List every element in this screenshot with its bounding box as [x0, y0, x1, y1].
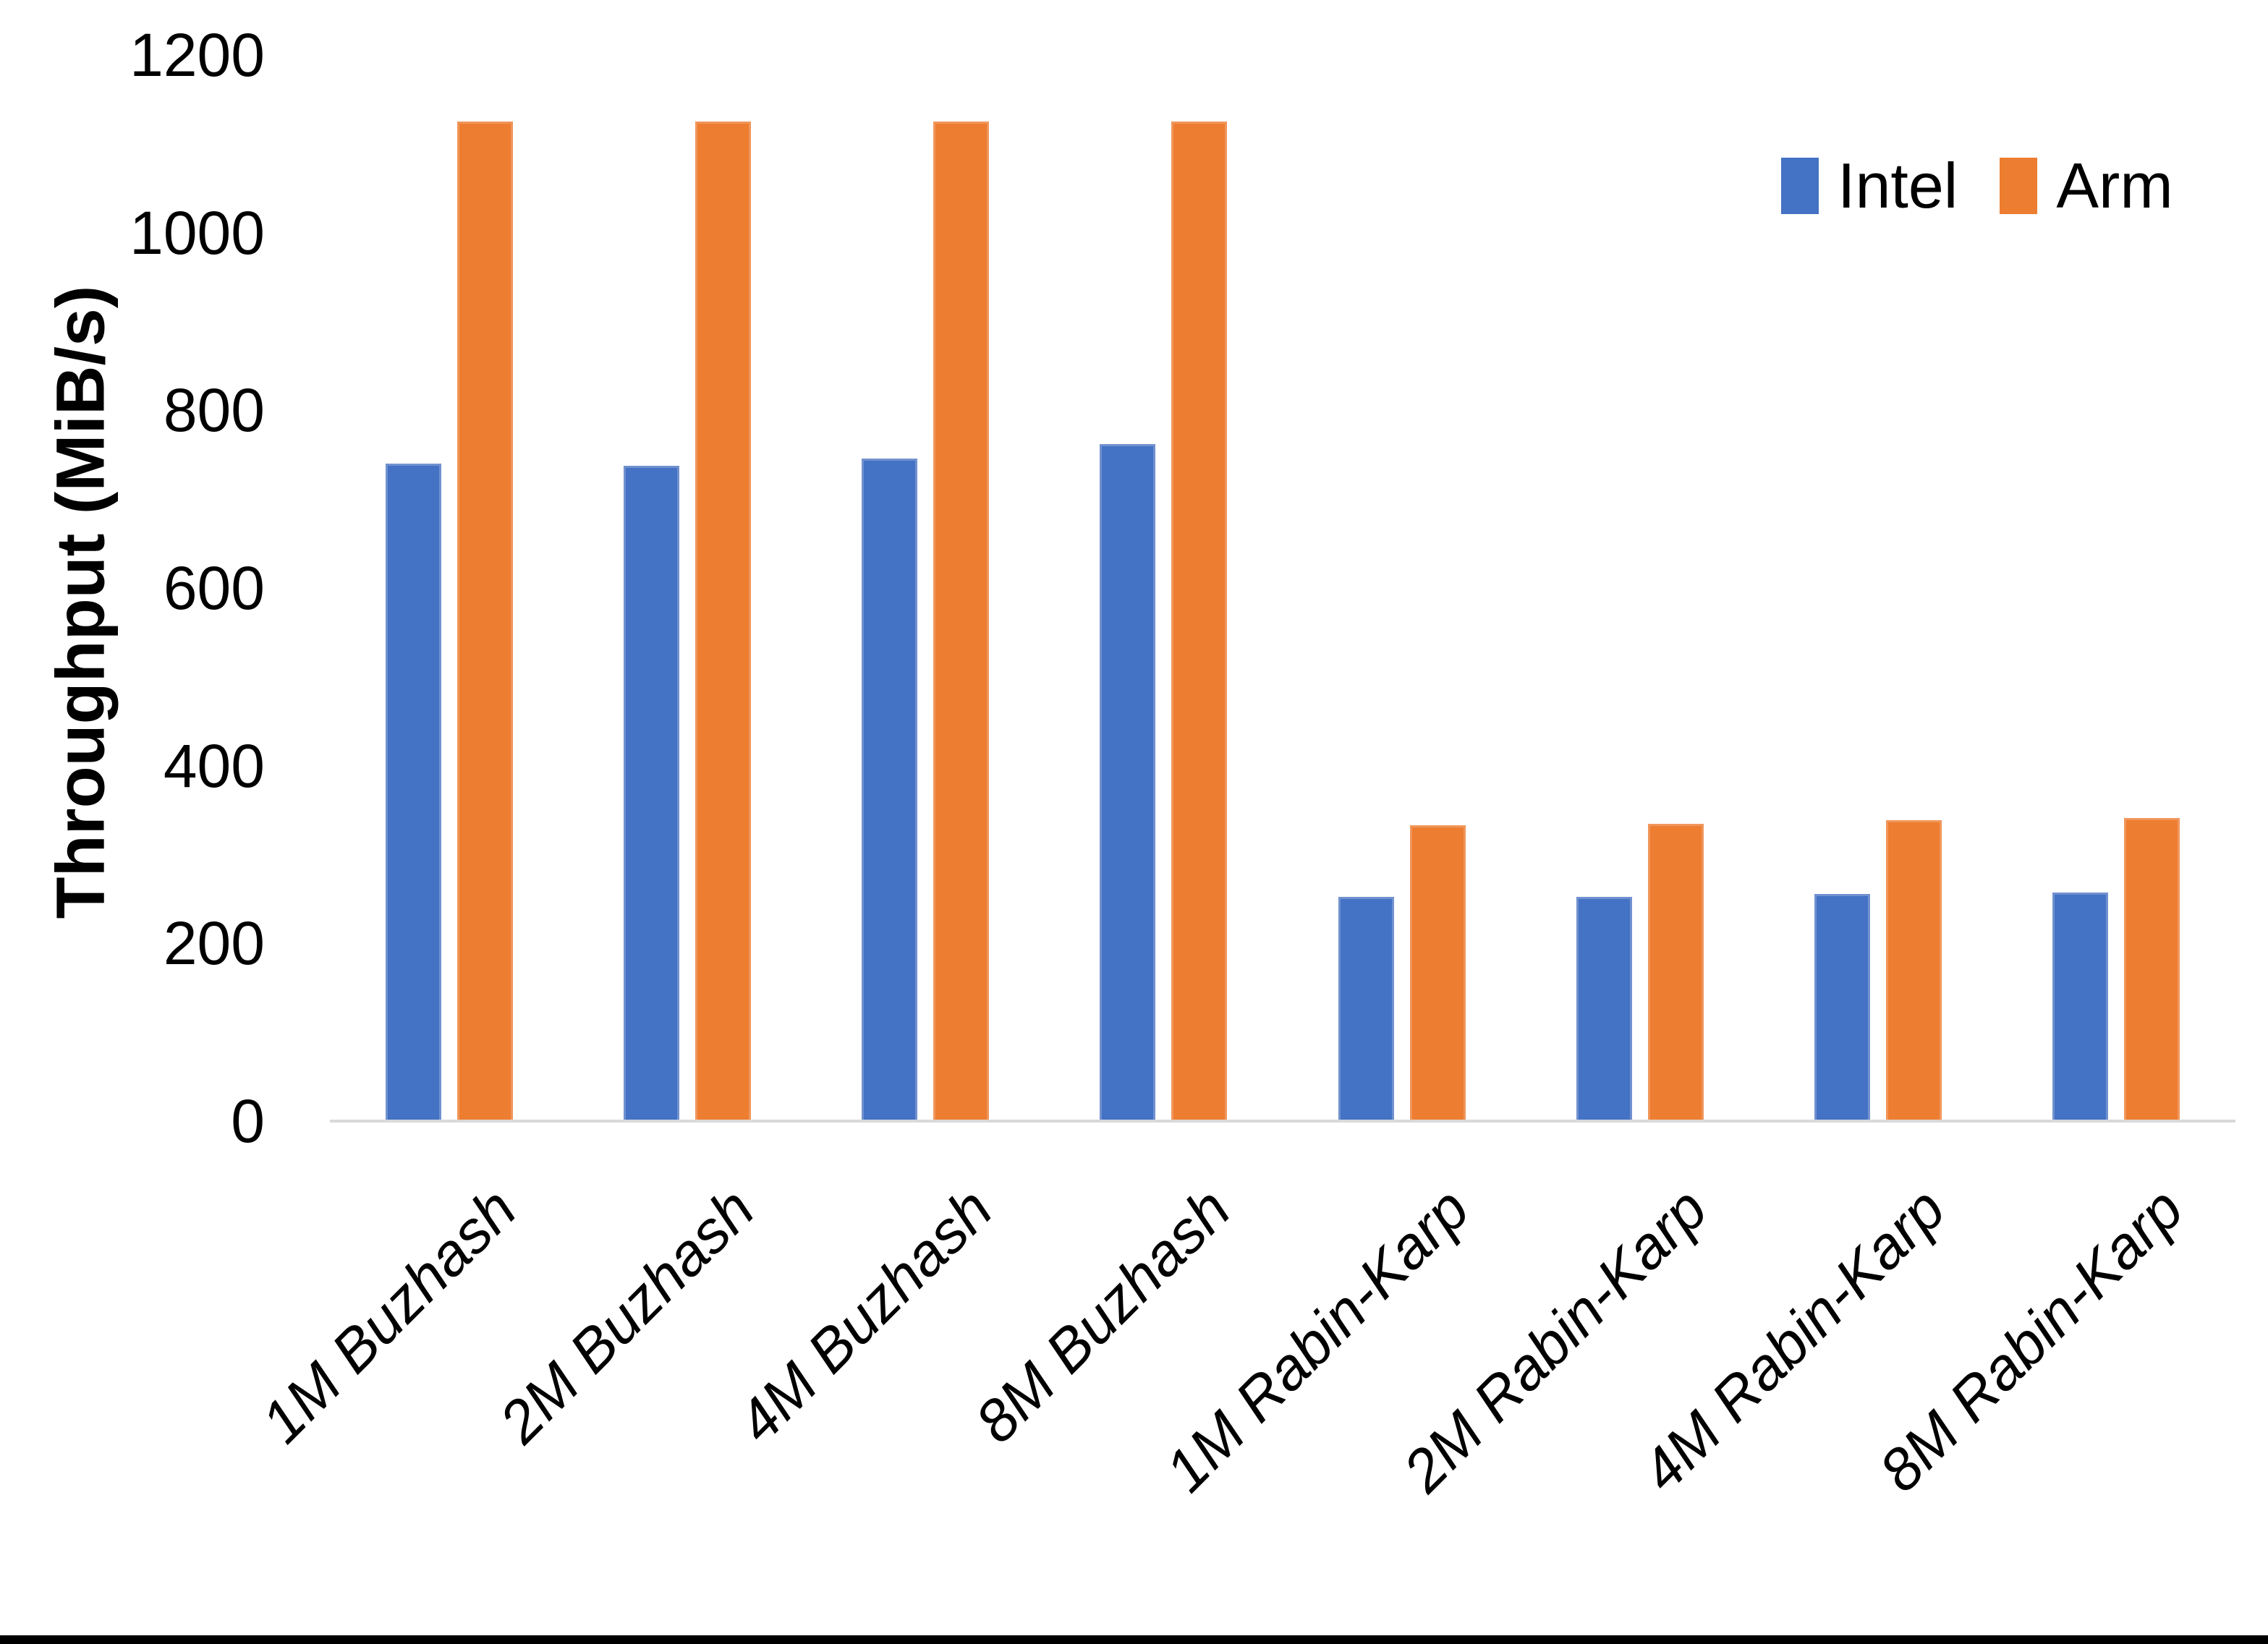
- bar-intel-1m-buzhash: [385, 464, 441, 1121]
- y-tick-label-800: 800: [163, 376, 265, 445]
- bar-group-1m-rabin-karp: [1283, 55, 1521, 1121]
- bar-arm-2m-buzhash: [695, 122, 751, 1121]
- bar-group-8m-rabin-karp: [1997, 55, 2235, 1121]
- bar-arm-2m-rabin-karp: [1647, 823, 1704, 1121]
- bar-group-8m-buzhash: [1045, 55, 1283, 1121]
- bar-intel-2m-buzhash: [623, 465, 679, 1121]
- legend-label-intel: Intel: [1838, 150, 1958, 221]
- x-axis-line: [330, 1120, 2235, 1123]
- legend-swatch-arm: [2000, 158, 2038, 214]
- y-tick-label-400: 400: [163, 731, 265, 800]
- bar-group-2m-rabin-karp: [1521, 55, 1759, 1121]
- bar-arm-4m-rabin-karp: [1886, 819, 1942, 1121]
- bar-group-4m-buzhash: [807, 55, 1045, 1121]
- y-tick-label-200: 200: [163, 909, 265, 978]
- legend-item-arm: Arm: [2000, 153, 2173, 218]
- bar-intel-2m-rabin-karp: [1576, 897, 1632, 1121]
- bottom-border-bar: [0, 1635, 2268, 1644]
- bar-arm-1m-buzhash: [456, 122, 513, 1121]
- bar-group-1m-buzhash: [330, 55, 568, 1121]
- legend-label-arm: Arm: [2056, 150, 2173, 221]
- legend-swatch-intel: [1781, 158, 1819, 214]
- bar-group-4m-rabin-karp: [1759, 55, 1997, 1121]
- bar-intel-4m-rabin-karp: [1814, 893, 1871, 1121]
- bar-intel-8m-buzhash: [1100, 444, 1156, 1121]
- legend-item-intel: Intel: [1781, 153, 1958, 218]
- y-tick-label-600: 600: [163, 554, 265, 622]
- legend: Intel Arm: [1781, 153, 2173, 218]
- bar-intel-1m-rabin-karp: [1338, 897, 1394, 1121]
- y-tick-label-0: 0: [231, 1087, 265, 1155]
- bar-arm-1m-rabin-karp: [1409, 825, 1466, 1121]
- bar-arm-8m-buzhash: [1171, 122, 1228, 1121]
- bar-group-2m-buzhash: [568, 55, 806, 1121]
- x-category-label-1m-buzhash: 1M Buzhash: [249, 1175, 529, 1456]
- bar-arm-8m-rabin-karp: [2124, 818, 2180, 1121]
- plot-area: [330, 55, 2235, 1121]
- y-tick-label-1200: 1200: [129, 21, 265, 89]
- y-tick-label-1000: 1000: [129, 198, 265, 267]
- bar-intel-4m-buzhash: [862, 458, 918, 1121]
- bar-arm-4m-buzhash: [933, 122, 990, 1121]
- bar-intel-8m-rabin-karp: [2052, 893, 2109, 1121]
